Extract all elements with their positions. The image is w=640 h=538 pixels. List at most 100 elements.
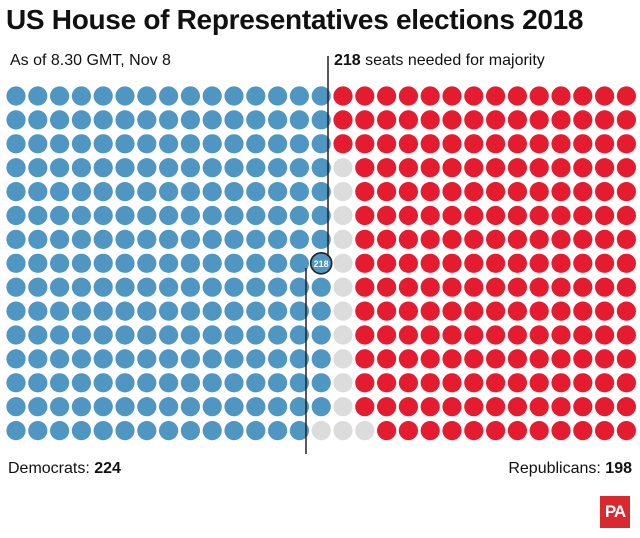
chart-title: US House of Representatives elections 20… bbox=[6, 4, 584, 35]
seat-dot-republican bbox=[398, 373, 418, 393]
seat-dot-republican bbox=[595, 325, 615, 345]
seat-dot-republican bbox=[507, 349, 527, 369]
democrats-legend: Democrats: 224 bbox=[8, 460, 121, 478]
seat-dot-democrat bbox=[289, 229, 309, 249]
seat-dot-democrat bbox=[246, 277, 266, 297]
seat-dot-republican bbox=[573, 421, 593, 441]
seat-dot-democrat bbox=[180, 373, 200, 393]
seat-dot-democrat bbox=[115, 325, 135, 345]
seat-dot-democrat bbox=[71, 397, 91, 417]
seat-dot-republican bbox=[377, 421, 397, 441]
seat-dot-democrat bbox=[180, 301, 200, 321]
seat-dot-republican bbox=[486, 253, 506, 273]
seat-dot-republican bbox=[616, 229, 637, 249]
seat-dot-republican bbox=[551, 277, 571, 297]
seat-dot-democrat bbox=[115, 349, 135, 369]
seat-dot-republican bbox=[573, 349, 593, 369]
seat-dot-democrat bbox=[93, 397, 113, 417]
seat-dot-republican bbox=[507, 277, 527, 297]
seat-dot-republican bbox=[464, 349, 484, 369]
seat-dot-republican bbox=[486, 349, 506, 369]
seat-dot-democrat bbox=[50, 277, 70, 297]
seat-dot-republican bbox=[355, 325, 375, 345]
seat-dot-democrat bbox=[115, 373, 135, 393]
seat-dot-republican bbox=[507, 373, 527, 393]
seat-dot-democrat bbox=[6, 349, 26, 369]
republicans-label: Republicans: bbox=[508, 460, 606, 477]
seat-dot-republican bbox=[355, 349, 375, 369]
seat-dot-republican bbox=[464, 229, 484, 249]
seat-dot-republican bbox=[595, 134, 615, 154]
seat-dot-republican bbox=[595, 229, 615, 249]
seat-dot-democrat bbox=[115, 253, 135, 273]
seat-dot-republican bbox=[595, 373, 615, 393]
seat-dot-republican bbox=[333, 110, 353, 130]
majority-line bbox=[305, 56, 329, 454]
seat-dot-republican bbox=[377, 110, 397, 130]
seat-dot-democrat bbox=[311, 86, 331, 106]
seat-dot-democrat bbox=[289, 301, 309, 321]
seat-dot-republican bbox=[529, 205, 549, 226]
seat-dot-republican bbox=[486, 182, 506, 202]
seat-dot-republican bbox=[616, 421, 637, 441]
seat-dot-republican bbox=[355, 277, 375, 297]
seat-dot-republican bbox=[464, 158, 484, 178]
seat-dot-republican bbox=[464, 134, 484, 154]
seat-dot-republican bbox=[529, 397, 549, 417]
seat-dot-democrat bbox=[6, 373, 26, 393]
seat-dot-democrat bbox=[115, 397, 135, 417]
seat-dot-democrat bbox=[71, 277, 91, 297]
seat-dot-democrat bbox=[115, 205, 135, 226]
seat-dot-undecided bbox=[333, 158, 353, 178]
seat-dot-republican bbox=[573, 253, 593, 273]
seat-dot-democrat bbox=[93, 110, 113, 130]
seat-dot-undecided bbox=[333, 253, 353, 273]
seat-dot-democrat bbox=[202, 205, 222, 226]
seat-dot-republican bbox=[529, 158, 549, 178]
seat-dot-democrat bbox=[28, 397, 48, 417]
seat-dot-republican bbox=[551, 325, 571, 345]
seat-dot-democrat bbox=[28, 253, 48, 273]
seat-dot-democrat bbox=[6, 421, 26, 441]
seat-dot-republican bbox=[377, 349, 397, 369]
seat-dot-democrat bbox=[202, 86, 222, 106]
seat-dot-democrat bbox=[180, 205, 200, 226]
seat-dot-democrat bbox=[115, 421, 135, 441]
seat-dot-undecided bbox=[333, 182, 353, 202]
seat-dot-democrat bbox=[50, 182, 70, 202]
seat-dot-democrat bbox=[224, 325, 244, 345]
seat-dot-democrat bbox=[115, 301, 135, 321]
seat-dot-democrat bbox=[6, 110, 26, 130]
seat-dot-democrat bbox=[180, 325, 200, 345]
seat-dot-democrat bbox=[268, 397, 288, 417]
seat-dot-republican bbox=[551, 301, 571, 321]
seat-dot-democrat bbox=[268, 277, 288, 297]
seat-dot-republican bbox=[486, 373, 506, 393]
seat-dot-democrat bbox=[50, 373, 70, 393]
seat-dot-democrat bbox=[180, 253, 200, 273]
seat-dot-democrat bbox=[311, 134, 331, 154]
seat-dot-democrat bbox=[93, 134, 113, 154]
seat-dot-democrat bbox=[224, 182, 244, 202]
seat-dot-republican bbox=[420, 229, 440, 249]
seat-dot-democrat bbox=[202, 349, 222, 369]
seat-dot-democrat bbox=[50, 110, 70, 130]
seat-dot-democrat bbox=[311, 325, 331, 345]
seat-dot-republican bbox=[573, 229, 593, 249]
seat-dot-democrat bbox=[311, 397, 331, 417]
seat-dot-democrat bbox=[289, 158, 309, 178]
seat-dot-democrat bbox=[50, 158, 70, 178]
seat-dot-democrat bbox=[71, 325, 91, 345]
seat-dot-republican bbox=[595, 182, 615, 202]
seat-dot-democrat bbox=[137, 301, 157, 321]
seat-dot-democrat bbox=[246, 301, 266, 321]
seat-dot-democrat bbox=[311, 373, 331, 393]
seat-dot-republican bbox=[529, 134, 549, 154]
seat-dot-democrat bbox=[246, 205, 266, 226]
seat-dot-republican bbox=[486, 277, 506, 297]
seat-dot-democrat bbox=[28, 182, 48, 202]
seat-dot-republican bbox=[551, 134, 571, 154]
seat-dot-republican bbox=[420, 86, 440, 106]
seat-dot-democrat bbox=[289, 277, 309, 297]
seat-dot-democrat bbox=[224, 158, 244, 178]
